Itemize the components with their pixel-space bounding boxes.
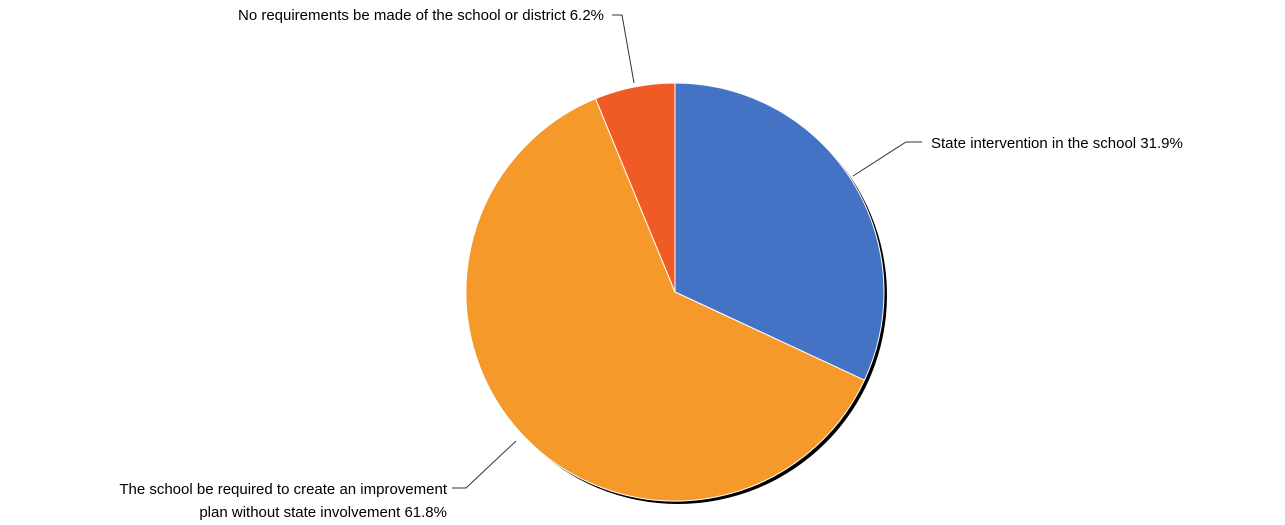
pie-slices (465, 82, 885, 502)
slice-label-1-line-0: The school be required to create an impr… (119, 481, 448, 498)
slice-label-0-line-0: State intervention in the school 31.9% (931, 135, 1183, 152)
pie-slice-0 (674, 82, 885, 381)
leader-line-1 (452, 440, 517, 489)
slice-label-1: The school be required to create an impr… (119, 481, 448, 521)
leader-line-2 (612, 14, 635, 84)
slice-label-2: No requirements be made of the school or… (238, 7, 604, 24)
slice-label-1-line-1: plan without state involvement 61.8% (199, 504, 447, 521)
pie-slice-2 (594, 82, 676, 293)
slice-label-2-line-0: No requirements be made of the school or… (238, 7, 604, 24)
pie-slice-1 (465, 98, 866, 502)
leader-line-0 (852, 141, 922, 177)
leader-lines (452, 14, 922, 489)
slice-labels: State intervention in the school 31.9% Th… (119, 7, 1183, 521)
slice-label-0: State intervention in the school 31.9% (931, 135, 1183, 152)
